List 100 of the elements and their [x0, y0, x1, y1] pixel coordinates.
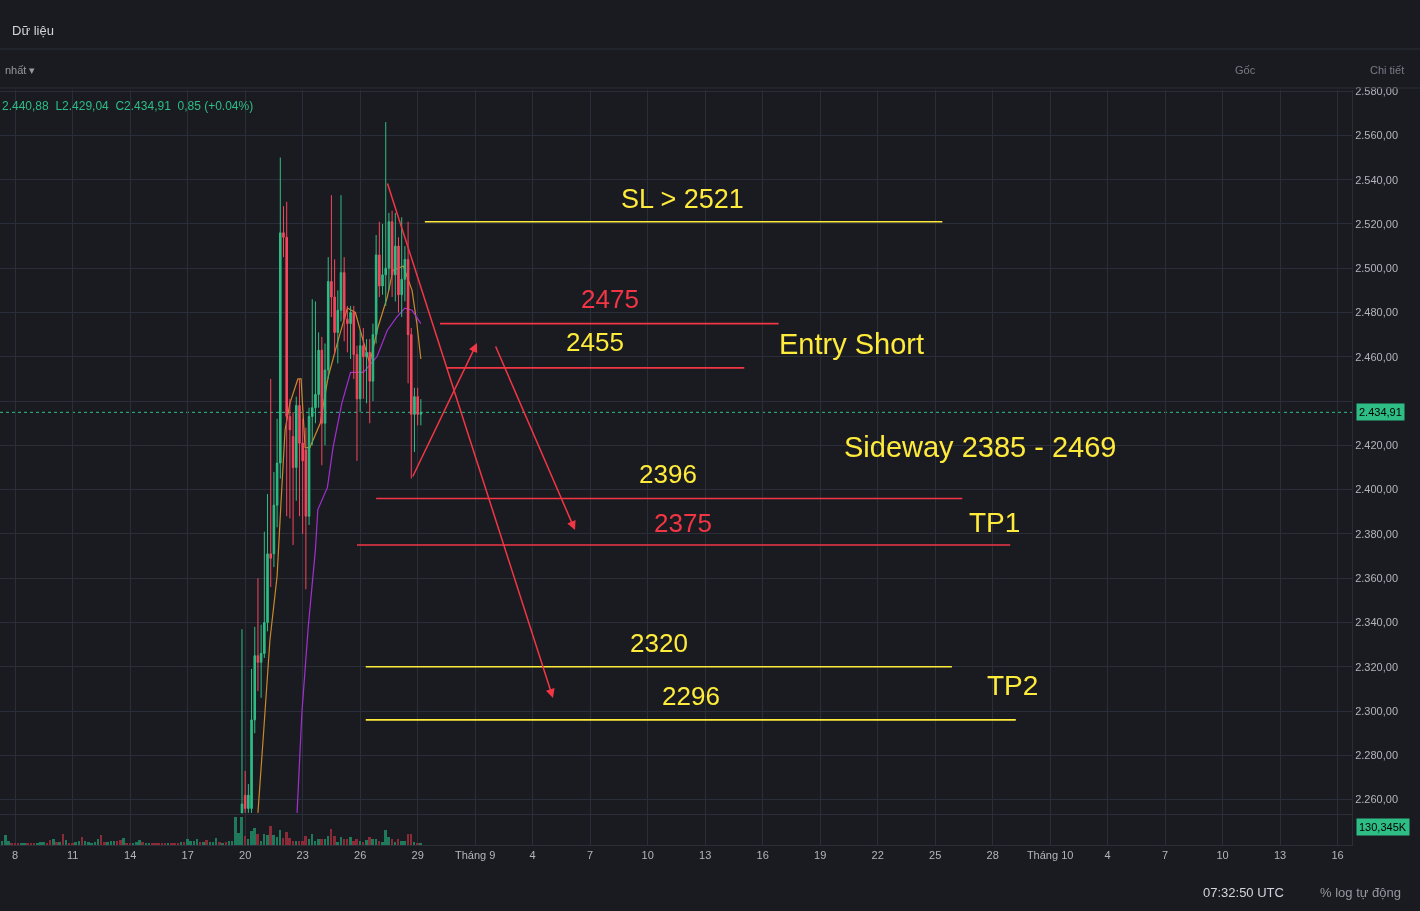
bar — [400, 841, 403, 845]
candlestick — [384, 121, 387, 307]
bar — [253, 828, 256, 845]
annotation: TP2 — [987, 670, 1039, 701]
x-tick-label: 14 — [124, 849, 137, 862]
y-tick-label: 2.500,00 — [1355, 262, 1399, 275]
bar — [324, 839, 326, 845]
x-tick-label: 7 — [587, 849, 594, 862]
x-tick-label: 11 — [66, 849, 79, 862]
x-tick-label: 26 — [354, 849, 367, 862]
y-tick-label: 2.480,00 — [1355, 306, 1399, 319]
annotation: 2375 — [654, 508, 712, 538]
bar — [42, 842, 45, 845]
x-tick-label: Tháng 10 — [1026, 849, 1074, 862]
bar — [212, 842, 214, 845]
candlestick — [243, 770, 247, 814]
bar — [39, 842, 42, 845]
y-tick-label: 2.460,00 — [1355, 350, 1399, 363]
annotation: 2296 — [662, 681, 720, 711]
bar — [279, 830, 281, 845]
candlestick — [349, 305, 352, 360]
bar — [263, 834, 265, 845]
bar — [81, 837, 83, 845]
bar — [100, 835, 102, 845]
x-tick-label: 16 — [1331, 849, 1344, 862]
y-tick-label: 2.560,00 — [1355, 129, 1399, 142]
bar — [327, 836, 329, 845]
annotation: 2475 — [581, 284, 639, 314]
bar — [349, 837, 352, 845]
candlestick — [368, 338, 372, 424]
bar — [209, 842, 211, 845]
x-tick-label: 23 — [296, 849, 309, 862]
x-tick-label: 10 — [641, 849, 654, 862]
annotation: 2.440,88 L2.429,04 C2.434,91 0,85 (+0.04%) — [2, 99, 254, 113]
bar — [186, 839, 189, 845]
y-tick-label: 2.340,00 — [1355, 616, 1399, 629]
bar — [272, 835, 275, 845]
bar — [94, 842, 96, 845]
candlestick — [269, 378, 272, 588]
bar — [266, 835, 269, 845]
ref-line-label: 2.434,91 — [1359, 406, 1402, 418]
x-tick-label: 8 — [12, 849, 19, 862]
y-tick-label: 2.260,00 — [1355, 793, 1399, 806]
bar — [189, 841, 192, 845]
y-tick-label: 2.520,00 — [1355, 217, 1399, 230]
bar — [110, 841, 112, 845]
y-tick-label: 2.380,00 — [1355, 527, 1399, 540]
annotation: 2455 — [566, 327, 624, 357]
candlestick — [320, 336, 324, 466]
candlestick — [400, 216, 403, 318]
x-tick-label: 19 — [814, 849, 827, 862]
bar — [62, 834, 64, 845]
text: 130,345K — [1359, 821, 1407, 833]
y-tick-label: 2.300,00 — [1355, 704, 1399, 717]
text: % log tự động — [1320, 885, 1401, 900]
annotation: Entry Short — [779, 328, 925, 360]
bar — [97, 839, 99, 845]
bar — [413, 842, 415, 845]
candlestick — [394, 212, 397, 302]
bar — [384, 830, 387, 845]
candlestick — [256, 577, 260, 692]
x-tick-label: 29 — [411, 849, 424, 862]
x-tick-label: 13 — [1274, 849, 1287, 862]
text: 07:32:50 UTC — [1203, 885, 1284, 900]
bar — [285, 832, 288, 845]
candlestick — [358, 329, 362, 413]
bar — [84, 841, 86, 845]
text: Chi tiết — [1370, 64, 1405, 76]
candlestick — [416, 387, 419, 426]
bar — [330, 829, 332, 845]
annotation: SL > 2521 — [621, 184, 744, 214]
y-tick-label: 2.360,00 — [1355, 572, 1399, 585]
bar — [352, 841, 355, 845]
x-tick-label: 4 — [1104, 849, 1111, 862]
bar — [304, 836, 307, 845]
x-tick-label: 20 — [239, 849, 252, 862]
candlestick — [362, 327, 365, 400]
x-tick-label: 28 — [986, 849, 999, 862]
y-tick-label: 2.280,00 — [1355, 749, 1399, 762]
x-tick-label: 10 — [1216, 849, 1229, 862]
bar — [269, 826, 272, 845]
y-tick-label: 2.580,00 — [1355, 84, 1399, 97]
annotation: 2320 — [630, 628, 688, 658]
y-tick-label: 2.420,00 — [1355, 439, 1399, 452]
annotation: 2396 — [639, 459, 697, 489]
bar — [193, 841, 195, 845]
annotation: Sideway 2385 - 2469 — [844, 431, 1117, 463]
candlestick — [365, 338, 368, 404]
x-tick-label: 25 — [929, 849, 942, 862]
y-tick-label: 2.320,00 — [1355, 660, 1399, 673]
x-tick-label: 16 — [756, 849, 769, 862]
x-tick-label: 4 — [529, 849, 536, 862]
bar — [234, 817, 237, 845]
bar — [355, 839, 358, 845]
x-tick-label: 7 — [1162, 849, 1169, 862]
candlestick — [378, 221, 381, 298]
bar — [407, 834, 409, 845]
y-tick-label: 2.540,00 — [1355, 173, 1399, 186]
x-tick-label: 17 — [181, 849, 194, 862]
text: Gốc — [1235, 64, 1256, 76]
